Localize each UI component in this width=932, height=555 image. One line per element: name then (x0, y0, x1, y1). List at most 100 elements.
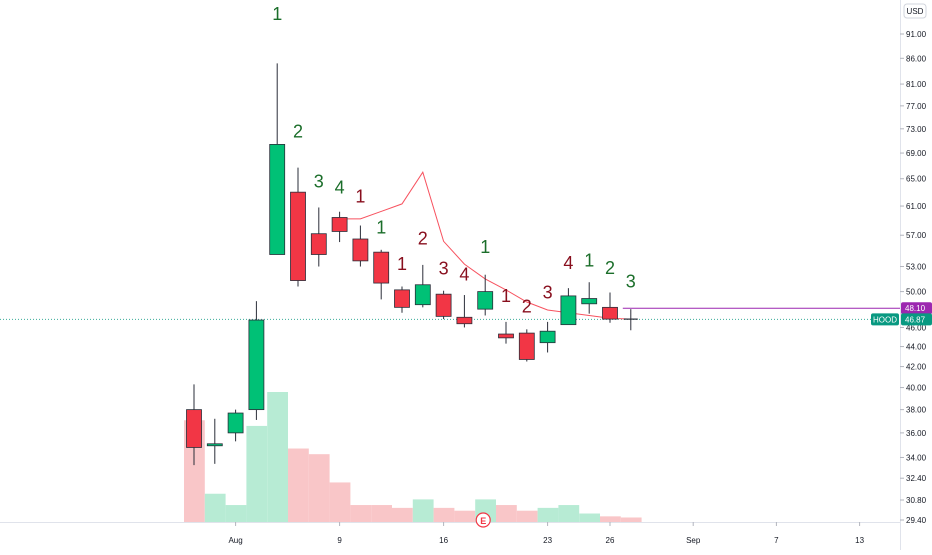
sequence-label: 4 (335, 178, 345, 198)
candle-body (186, 409, 202, 448)
candle-body (581, 298, 598, 305)
volume-bar (516, 510, 538, 522)
earnings-marker[interactable]: E (475, 512, 491, 528)
volume-bar (371, 505, 392, 522)
price-tick-label: 65.00 (906, 175, 927, 184)
price-tick-label: 61.00 (906, 202, 927, 211)
candle[interactable] (518, 329, 535, 362)
price-axis[interactable]: USD 29.40 30.80 32.40 34.00 36.00 38.00 40.00 42… (871, 3, 932, 525)
candle-body (227, 412, 244, 434)
sequence-label: 2 (418, 228, 428, 248)
sequence-label: 2 (522, 297, 532, 317)
candle[interactable] (352, 225, 369, 267)
price-tick-label: 86.00 (906, 54, 927, 63)
candle-body (290, 191, 306, 281)
price-tick-label: 53.00 (906, 263, 927, 272)
candle[interactable] (227, 409, 244, 442)
volume-bar (433, 507, 455, 522)
sequence-label: 1 (480, 237, 490, 257)
volume-bar (454, 510, 476, 522)
candle[interactable] (477, 274, 494, 316)
sequence-label: 2 (605, 258, 615, 278)
price-tick-label: 50.00 (906, 288, 927, 297)
candle[interactable] (331, 211, 348, 243)
volume-bar (558, 505, 580, 522)
volume-bar (496, 505, 517, 522)
candle[interactable] (623, 309, 638, 331)
volume-bar (350, 505, 372, 522)
volume-bar (620, 517, 642, 522)
candles[interactable] (186, 63, 638, 466)
sequence-label: 1 (584, 251, 594, 271)
candle[interactable] (435, 290, 452, 320)
sequence-label: 4 (459, 265, 469, 285)
price-tick-label: 73.00 (906, 125, 927, 134)
candle-body (394, 289, 410, 308)
sequence-label: 1 (272, 4, 282, 24)
sequence-label: 1 (376, 218, 386, 238)
sequence-label: 2 (293, 122, 303, 142)
candle-body (373, 251, 390, 284)
price-tick-label: 34.00 (906, 453, 927, 462)
candle-body (310, 233, 327, 255)
currency-badge[interactable]: USD (903, 3, 927, 19)
price-tick-label: 38.00 (906, 406, 927, 415)
candle[interactable] (581, 282, 598, 314)
price-tick-label: 29.40 (906, 516, 927, 525)
price-tick-label: 57.00 (906, 231, 927, 240)
volume-bar (412, 499, 434, 522)
volume-bar (308, 454, 330, 522)
price-tick-label: 36.00 (906, 429, 927, 438)
price-tick-label: 46.00 (906, 323, 927, 332)
candle-body (331, 217, 348, 232)
volume-bar (392, 507, 413, 522)
candle-body (498, 333, 514, 339)
candle[interactable] (186, 384, 202, 466)
candle[interactable] (498, 321, 514, 344)
candle[interactable] (373, 249, 390, 300)
price-tick-label: 30.80 (906, 496, 927, 505)
time-axis[interactable]: Aug 9 16 23 26 Sep 7 13 (228, 522, 865, 545)
price-tick-label: 69.00 (906, 149, 927, 158)
candle-body (435, 293, 452, 317)
time-tick-label: 7 (774, 536, 779, 545)
sequence-label: 3 (314, 171, 324, 191)
sequence-label: 1 (501, 286, 511, 306)
volume-bars: E (184, 392, 642, 528)
symbol-label: HOOD (873, 315, 897, 324)
reference-price-tag[interactable]: 48.10 (901, 302, 932, 315)
candle[interactable] (206, 418, 223, 464)
candle[interactable] (394, 286, 410, 313)
candle[interactable] (602, 292, 618, 323)
volume-bar (579, 513, 600, 522)
sequence-label: 4 (563, 253, 573, 273)
earnings-marker-label: E (480, 516, 486, 526)
candle-body (269, 144, 286, 255)
candle[interactable] (290, 167, 306, 287)
candle[interactable] (539, 321, 556, 353)
price-tick-label: 40.00 (906, 384, 927, 393)
price-tick-label: 77.00 (906, 102, 927, 111)
price-tick-label: 81.00 (906, 80, 927, 89)
time-tick-label: 23 (543, 536, 552, 545)
currency-label: USD (907, 7, 924, 16)
candle-body (414, 284, 431, 306)
candle[interactable] (456, 295, 473, 328)
plot-pane[interactable] (0, 0, 900, 522)
candle-body (477, 291, 494, 310)
candle[interactable] (310, 207, 327, 267)
candle-body (602, 306, 618, 320)
candle[interactable] (560, 288, 577, 326)
last-price-tag[interactable]: HOOD 46.87 (871, 313, 932, 326)
candle[interactable] (414, 264, 431, 308)
candle[interactable] (248, 301, 265, 420)
price-tick-label: 32.40 (906, 474, 927, 483)
volume-bar (225, 505, 247, 522)
volume-bar (204, 493, 226, 522)
volume-bar (600, 516, 621, 522)
candle[interactable] (269, 63, 286, 255)
time-tick-label: 26 (606, 536, 615, 545)
